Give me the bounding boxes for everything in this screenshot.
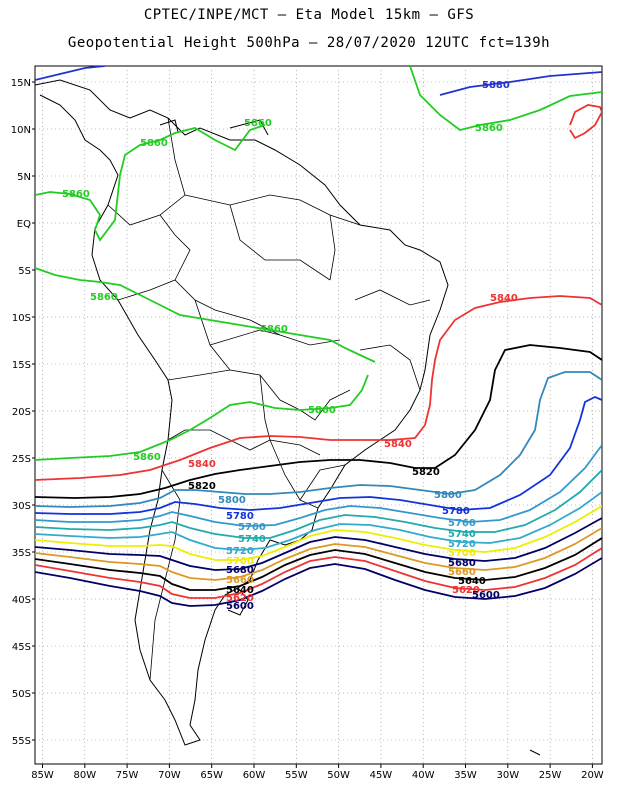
contour-5860 xyxy=(35,267,376,363)
label-5720: 5720 xyxy=(448,539,476,550)
contour-5840 xyxy=(35,295,602,481)
contour-5860 xyxy=(409,66,602,131)
label-5620: 5620 xyxy=(452,585,480,596)
lon-tick-label: 65W xyxy=(200,770,223,781)
label-5800: 5800 xyxy=(434,490,462,501)
lat-tick-label: 15S xyxy=(12,360,31,371)
label-5640: 5640 xyxy=(458,576,486,587)
contour-5640 xyxy=(35,537,602,591)
contour-5600 xyxy=(35,557,602,607)
label-5740: 5740 xyxy=(238,534,266,545)
lat-tick-label: EQ xyxy=(17,219,31,230)
contour-5800 xyxy=(35,371,602,508)
label-5860: 5860 xyxy=(475,123,503,134)
contour-5820 xyxy=(35,344,602,499)
label-5840: 5840 xyxy=(188,459,216,470)
label-5820: 5820 xyxy=(188,481,216,492)
contour-5880 xyxy=(35,66,106,81)
contour-5880 xyxy=(439,71,602,96)
label-5740: 5740 xyxy=(448,529,476,540)
lat-tick-label: 20S xyxy=(12,407,31,418)
lat-tick-label: 10N xyxy=(11,125,31,136)
label-5640: 5640 xyxy=(226,585,254,596)
label-5780: 5780 xyxy=(442,506,470,517)
lat-tick-label: 5S xyxy=(18,266,31,277)
label-5600: 5600 xyxy=(472,590,500,601)
contour-5680 xyxy=(35,517,602,571)
lon-tick-label: 30W xyxy=(496,770,519,781)
contour-labels: 5880 5860 5860 5860 5860 5860 5860 5860 … xyxy=(62,80,518,612)
contour-5700 xyxy=(35,505,602,561)
lat-tick-label: 10S xyxy=(12,313,31,324)
lon-tick-label: 55W xyxy=(285,770,308,781)
height-contours xyxy=(35,66,602,607)
contour-5780 xyxy=(35,396,602,515)
lat-tick-label: 30S xyxy=(12,501,31,512)
map-title: CPTEC/INPE/MCT – Eta Model 15km – GFS xyxy=(143,7,475,23)
label-5660: 5660 xyxy=(448,567,476,578)
label-5700: 5700 xyxy=(448,548,476,559)
label-5660: 5660 xyxy=(226,575,254,586)
contour-5660 xyxy=(35,527,602,581)
label-5860: 5860 xyxy=(140,138,168,149)
south-america-coastline xyxy=(35,79,541,756)
label-5860: 5860 xyxy=(62,189,90,200)
lat-tick-label: 35S xyxy=(12,548,31,559)
contour-5620 xyxy=(35,547,602,599)
lon-tick-label: 70W xyxy=(158,770,181,781)
lat-tick-label: 55S xyxy=(12,736,31,747)
label-5860: 5860 xyxy=(260,324,288,335)
lat-tick-label: 5N xyxy=(17,172,31,183)
label-5680: 5680 xyxy=(448,558,476,569)
label-5820: 5820 xyxy=(412,467,440,478)
lon-tick-label: 35W xyxy=(454,770,477,781)
label-5700: 5700 xyxy=(226,556,254,567)
contour-5720 xyxy=(35,491,602,551)
axis-ticks: 85W 80W 75W 70W 65W 60W 55W 50W 45W 40W 35W 30W 25W 2… xyxy=(11,78,604,781)
label-5720: 5720 xyxy=(226,546,254,557)
contour-5840 xyxy=(569,104,602,140)
lat-tick-label: 40S xyxy=(12,595,31,606)
lat-tick-label: 45S xyxy=(12,642,31,653)
label-5800: 5800 xyxy=(218,495,246,506)
label-5840: 5840 xyxy=(490,293,518,304)
label-5600: 5600 xyxy=(226,601,254,612)
lon-tick-label: 50W xyxy=(327,770,350,781)
lon-tick-label: 20W xyxy=(581,770,604,781)
lon-tick-label: 85W xyxy=(31,770,54,781)
lon-tick-label: 80W xyxy=(73,770,96,781)
lon-tick-label: 45W xyxy=(370,770,393,781)
label-5680: 5680 xyxy=(226,565,254,576)
lon-tick-label: 40W xyxy=(412,770,435,781)
lat-tick-label: 25S xyxy=(12,454,31,465)
map-frame xyxy=(34,65,603,765)
lat-tick-label: 15N xyxy=(11,78,31,89)
label-5860: 5860 xyxy=(244,118,272,129)
lat-tick-label: 50S xyxy=(12,689,31,700)
contour-5760 xyxy=(35,444,602,527)
label-5860: 5860 xyxy=(133,452,161,463)
map-subtitle: Geopotential Height 500hPa – 28/07/2020 … xyxy=(67,35,551,51)
label-5860: 5860 xyxy=(308,405,336,416)
label-5860: 5860 xyxy=(90,292,118,303)
label-5780: 5780 xyxy=(226,511,254,522)
label-5760: 5760 xyxy=(448,518,476,529)
contour-5740 xyxy=(35,469,602,539)
lon-tick-label: 60W xyxy=(243,770,266,781)
label-5760: 5760 xyxy=(238,522,266,533)
contour-5860 xyxy=(35,124,266,242)
label-5840: 5840 xyxy=(384,439,412,450)
contour-5860 xyxy=(35,374,369,461)
graticule xyxy=(35,66,602,764)
lon-tick-label: 75W xyxy=(116,770,139,781)
label-5880: 5880 xyxy=(482,80,510,91)
lon-tick-label: 25W xyxy=(539,770,562,781)
label-5620: 5620 xyxy=(226,593,254,604)
